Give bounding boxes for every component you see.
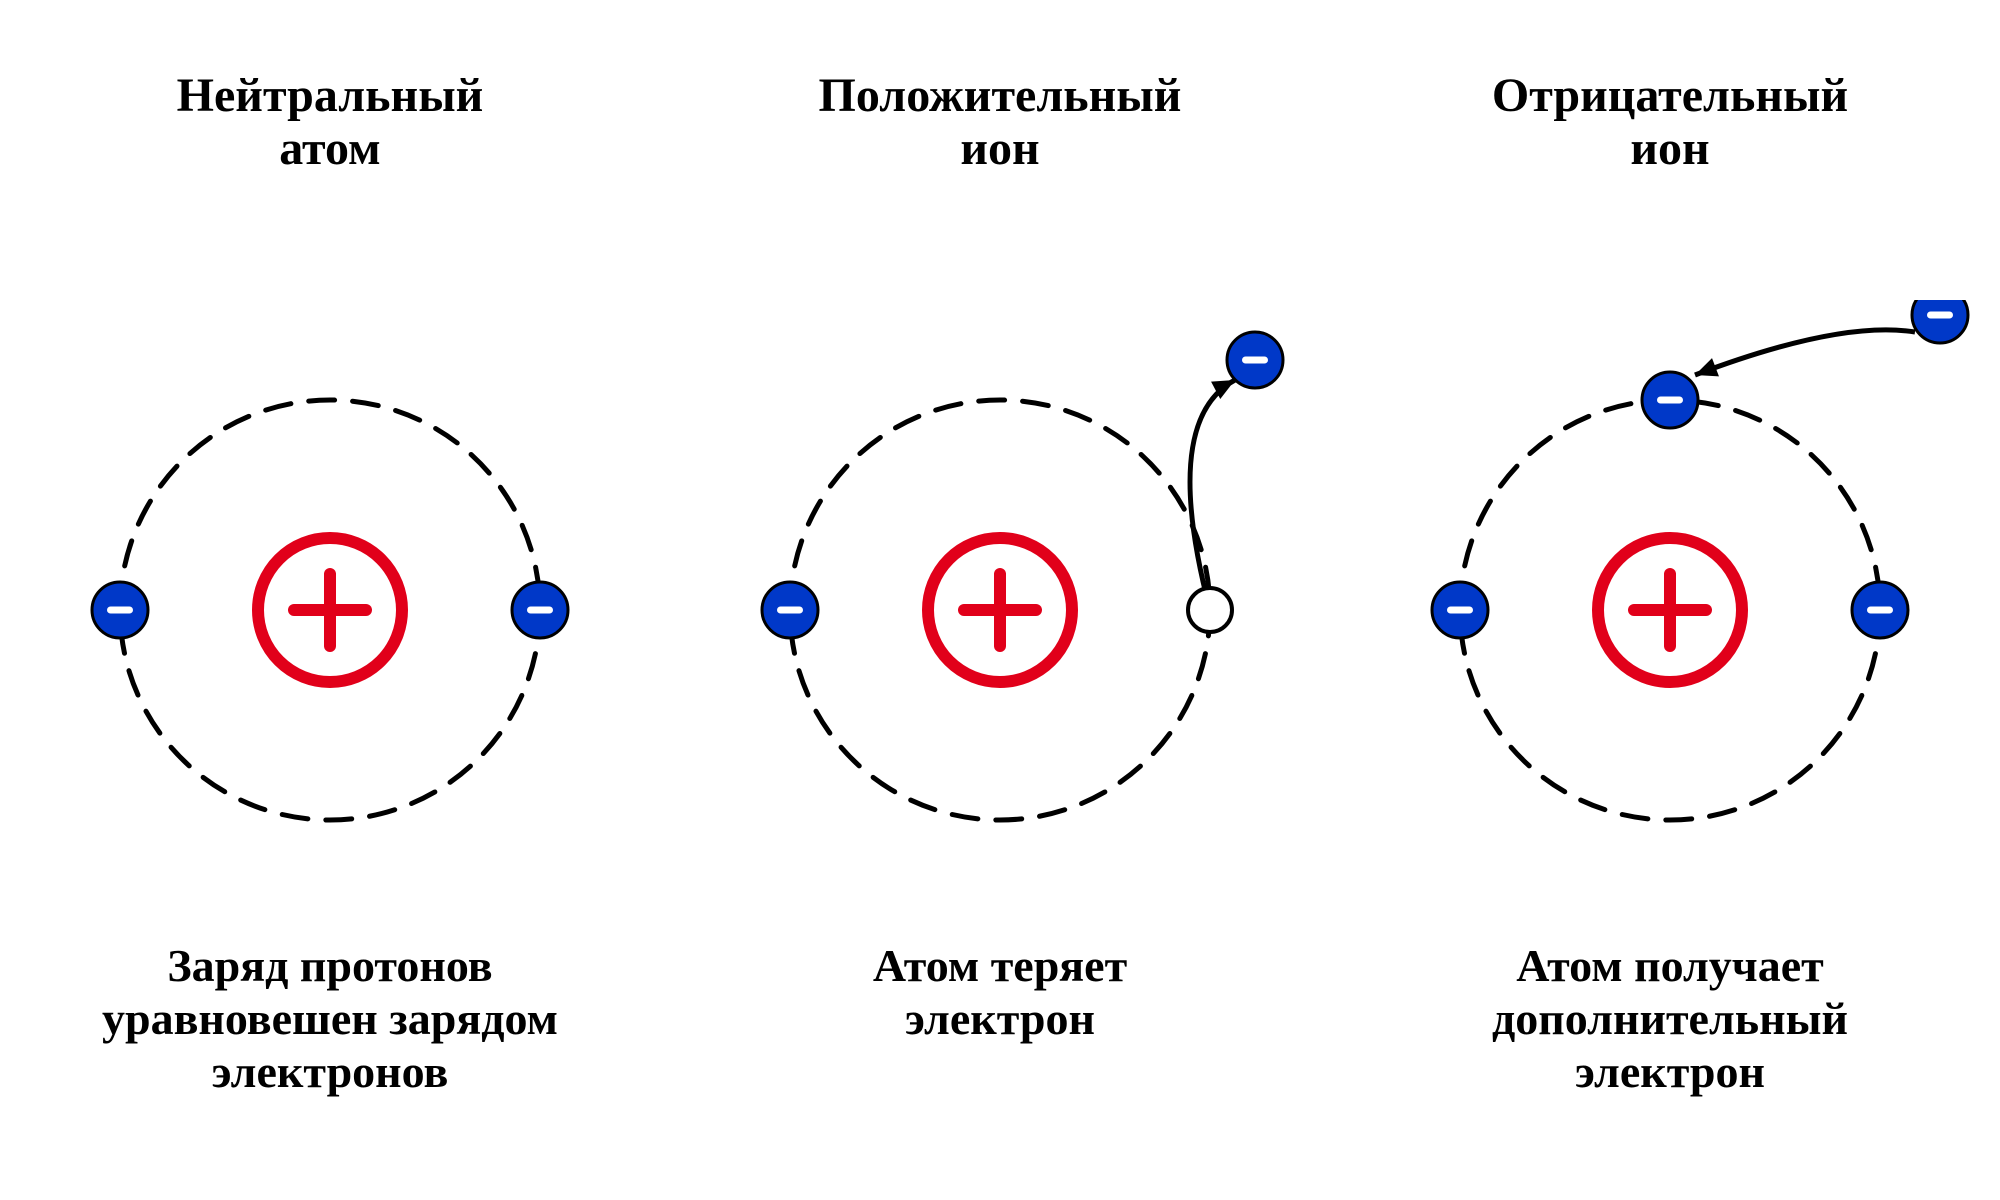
figure-neutral (0, 300, 660, 860)
electron-2 (1642, 372, 1698, 428)
title-negative: Отрицательный ион (1492, 70, 1848, 176)
electron-0 (762, 582, 818, 638)
panel-positive: Положительный ион Атом теряет электрон (670, 0, 1330, 1200)
figure-positive (670, 300, 1330, 860)
caption-neutral: Заряд протонов уравновешен зарядом элект… (102, 940, 558, 1099)
electron-extra (1227, 332, 1283, 388)
arrow-path (1190, 380, 1235, 610)
electron-vacancy (1188, 588, 1232, 632)
electron-1 (512, 582, 568, 638)
caption-positive: Атом теряет электрон (873, 940, 1127, 1046)
electron-0 (92, 582, 148, 638)
panel-negative: Отрицательный ион Атом получает дополните… (1340, 0, 2000, 1200)
arrow-head-icon (1695, 358, 1719, 376)
electron-1 (1852, 582, 1908, 638)
panel-neutral: Нейтральный атом Заряд протонов уравновеш… (0, 0, 660, 1200)
electron-0 (1432, 582, 1488, 638)
title-neutral: Нейтральный атом (177, 70, 484, 176)
electron-extra (1912, 300, 1968, 343)
nucleus (1598, 538, 1742, 682)
nucleus (928, 538, 1072, 682)
arrow-path (1695, 330, 1915, 375)
nucleus (258, 538, 402, 682)
diagram-stage: Нейтральный атом Заряд протонов уравновеш… (0, 0, 2000, 1200)
title-positive: Положительный ион (819, 70, 1182, 176)
caption-negative: Атом получает дополнительный электрон (1492, 940, 1848, 1099)
figure-negative (1340, 300, 2000, 860)
